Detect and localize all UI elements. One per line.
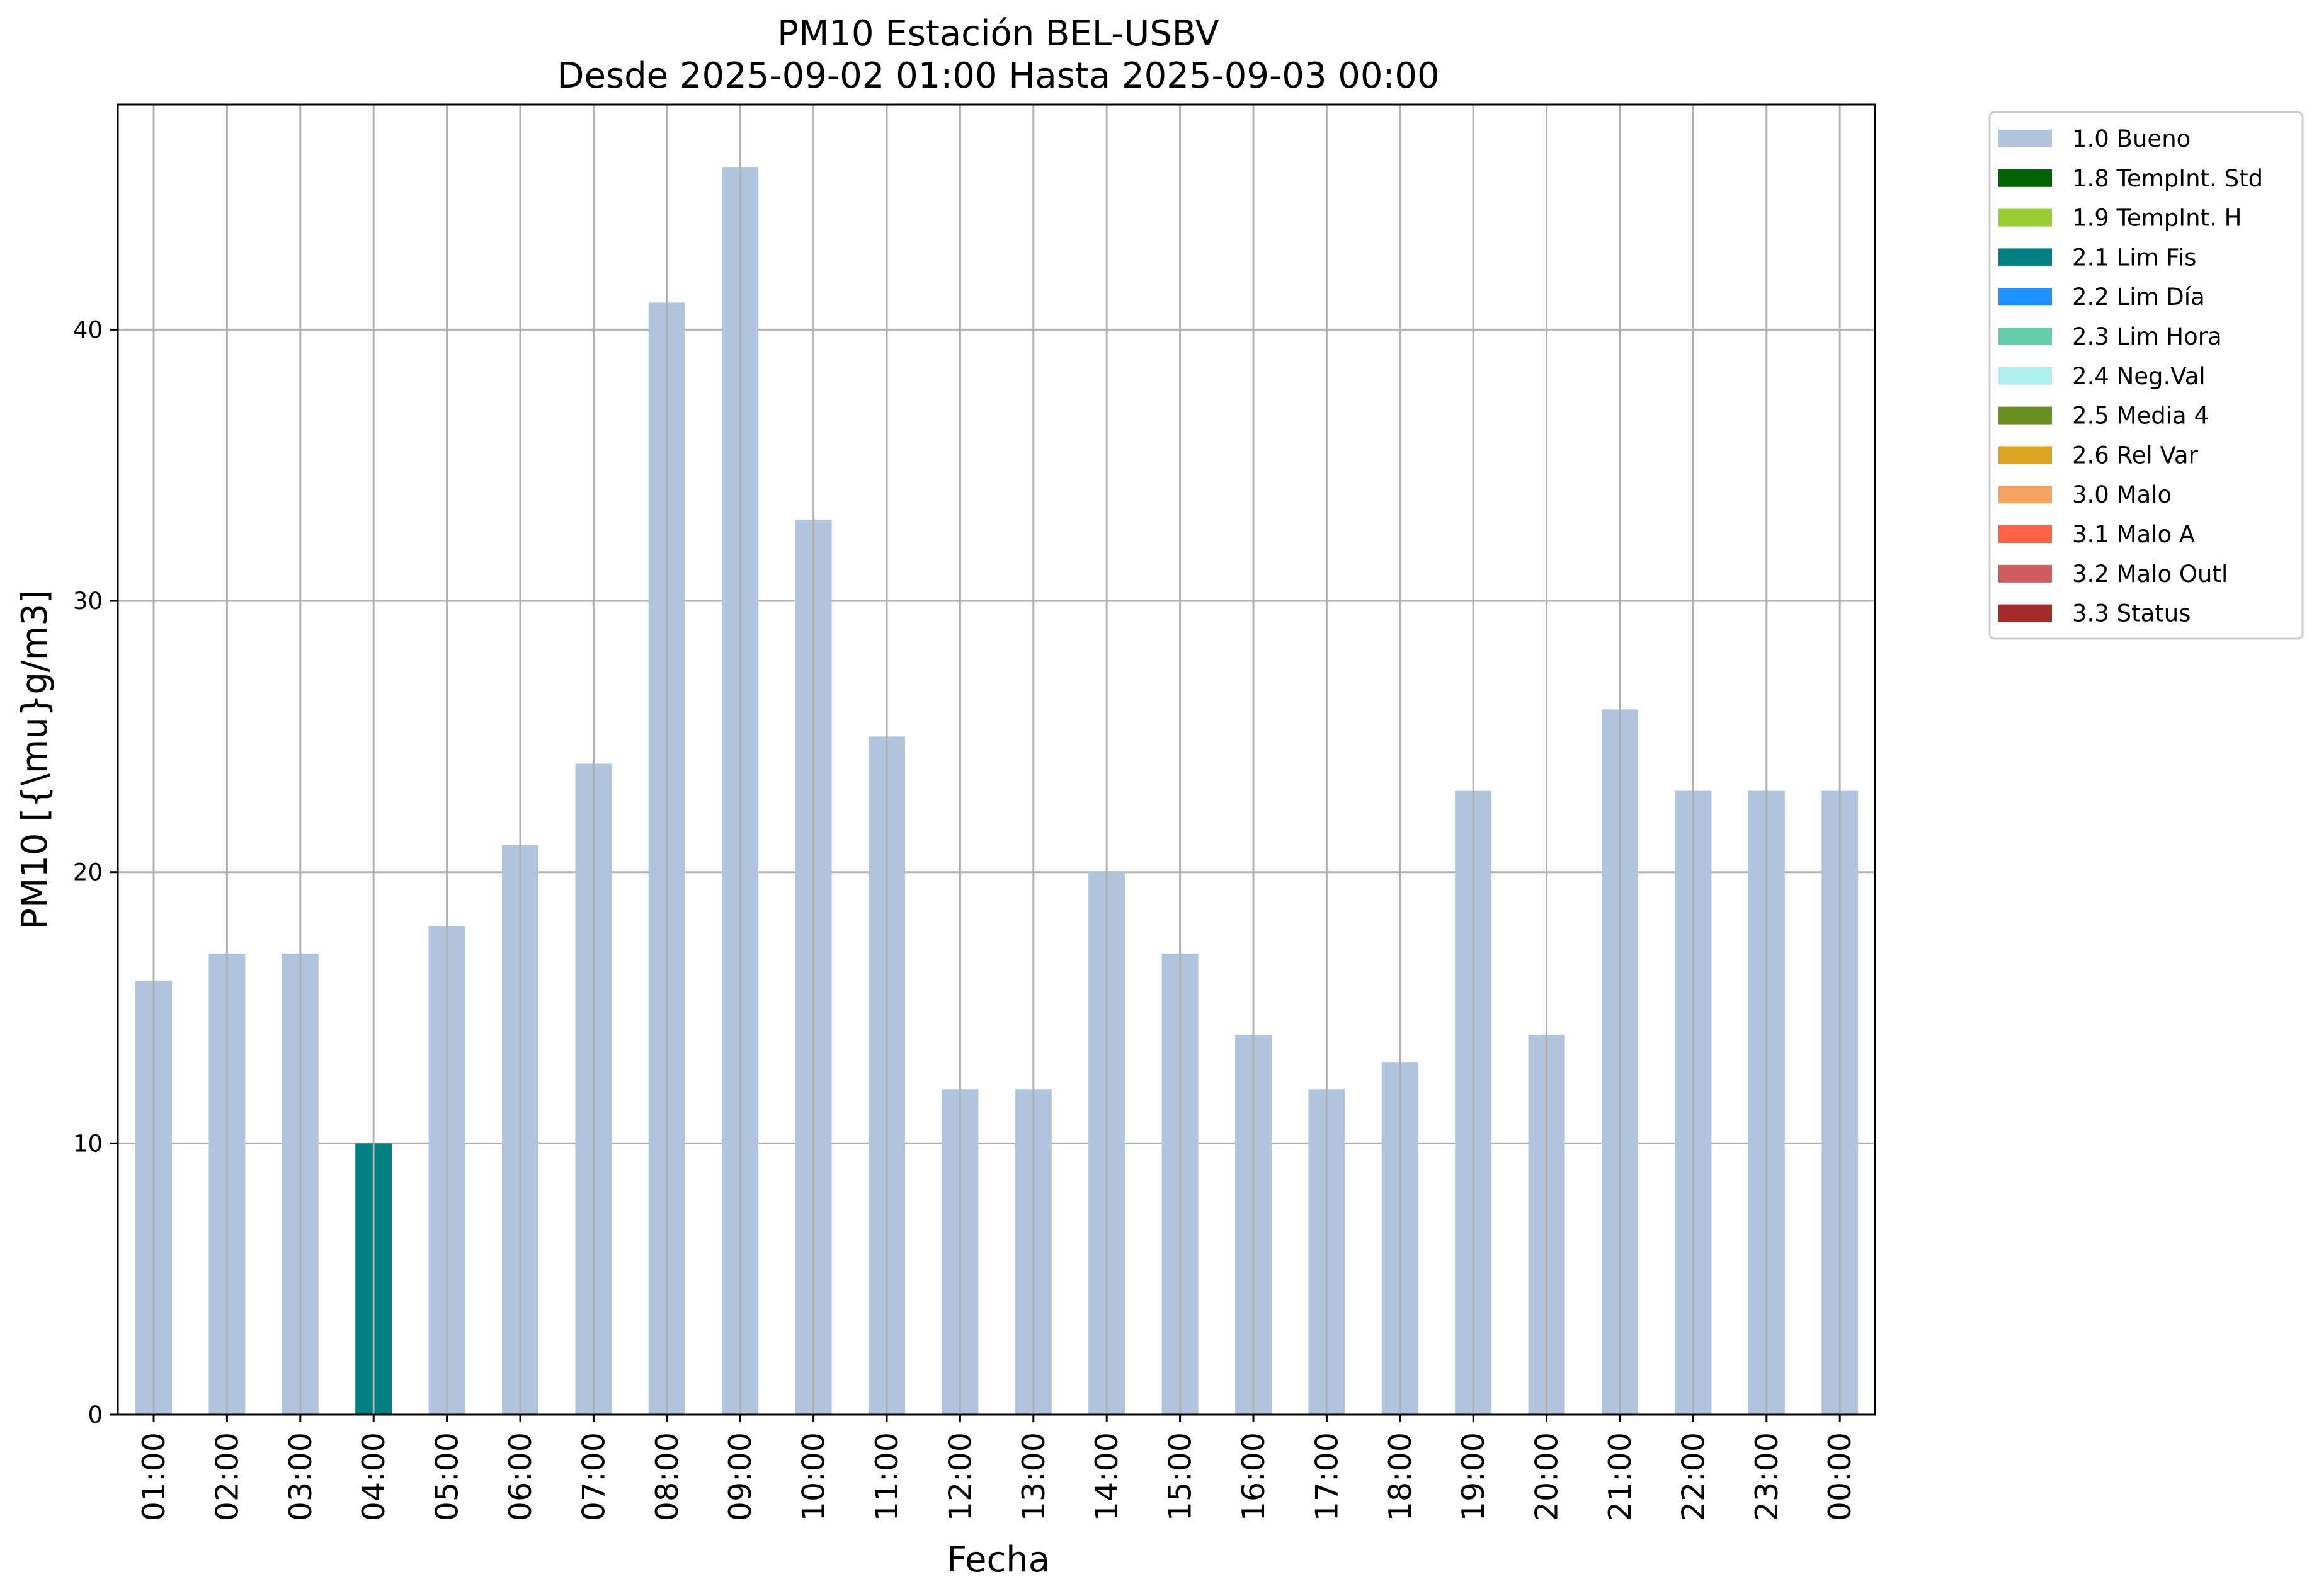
x-tick-label: 11:00 [869,1432,905,1521]
legend-swatch [1998,564,2052,583]
y-tick-label: 0 [88,1401,103,1428]
x-tick-label: 05:00 [430,1432,465,1521]
legend-swatch [1998,406,2052,425]
x-tick-label: 16:00 [1236,1432,1272,1521]
legend-label: 1.8 TempInt. Std [2072,165,2263,192]
y-tick-label: 30 [73,588,103,615]
legend-swatch [1998,248,2052,266]
legend-label: 1.9 TempInt. H [2072,205,2242,232]
legend-label: 3.1 Malo A [2072,521,2195,548]
x-tick-label: 14:00 [1089,1432,1125,1521]
legend-swatch [1998,328,2052,345]
legend-label: 2.1 Lim Fis [2072,244,2196,271]
legend-swatch [1998,367,2052,385]
x-tick-label: 17:00 [1309,1432,1345,1521]
legend-swatch [1998,169,2052,187]
legend-label: 3.0 Malo [2072,481,2172,508]
x-tick-label: 13:00 [1016,1432,1052,1521]
legend-label: 1.0 Bueno [2072,125,2191,152]
legend-swatch [1998,130,2052,147]
plot-area-frame [117,103,1876,1416]
x-tick-label: 03:00 [283,1432,319,1521]
legend-label: 2.6 Rel Var [2072,442,2199,469]
x-tick-label: 06:00 [503,1432,538,1521]
legend-swatch [1998,208,2052,227]
legend-label: 2.5 Media 4 [2072,402,2209,430]
legend-label: 2.2 Lim Día [2072,283,2205,311]
x-tick-label: 22:00 [1675,1432,1711,1521]
y-axis-label: PM10 [{\mu}g/m3] [14,590,55,930]
legend-label: 2.4 Neg.Val [2072,363,2206,390]
x-tick-label: 10:00 [796,1432,832,1521]
x-tick-label: 07:00 [576,1432,612,1521]
x-tick-label: 04:00 [356,1432,392,1521]
x-tick-label: 18:00 [1382,1432,1418,1521]
legend: 1.0 Bueno 1.8 TempInt. Std 1.9 TempInt. H 2… [1988,111,2304,640]
legend-swatch [1998,525,2052,543]
x-tick-label: 09:00 [722,1432,758,1521]
chart-title: PM10 Estación BEL-USBV [777,13,1219,54]
x-tick-label: 00:00 [1822,1432,1858,1521]
y-tick-label: 20 [73,859,103,886]
y-tick-label: 40 [73,316,103,343]
x-gridlines [152,105,1841,1415]
legend-box [1988,111,2304,640]
x-axis-label: Fecha [947,1539,1050,1580]
x-tick-label: 20:00 [1529,1432,1565,1521]
x-tick-label: 23:00 [1749,1432,1785,1521]
x-tick-label: 01:00 [136,1432,172,1521]
legend-label: 2.3 Lim Hora [2072,323,2222,350]
x-tick-label: 02:00 [209,1432,245,1521]
x-tick-label: 15:00 [1163,1432,1199,1521]
chart-subtitle: Desde 2025-09-02 01:00 Hasta 2025-09-03 … [557,55,1439,96]
legend-label: 3.2 Malo Outl [2072,561,2228,588]
x-tick-label: 21:00 [1602,1432,1638,1521]
x-tick-label: 19:00 [1456,1432,1491,1521]
legend-swatch [1998,288,2052,306]
y-tick-label: 10 [73,1130,103,1157]
x-tick-label: 08:00 [649,1432,685,1521]
legend-swatch [1998,446,2052,464]
x-tick-label: 12:00 [942,1432,978,1521]
legend-swatch [1998,486,2052,504]
legend-swatch [1998,604,2052,622]
axis-ticks: 0 10 20 30 40 01:00 02:00 03:00 04:00 05:00 06:00 0… [73,316,1858,1521]
legend-label: 3.3 Status [2072,600,2191,627]
